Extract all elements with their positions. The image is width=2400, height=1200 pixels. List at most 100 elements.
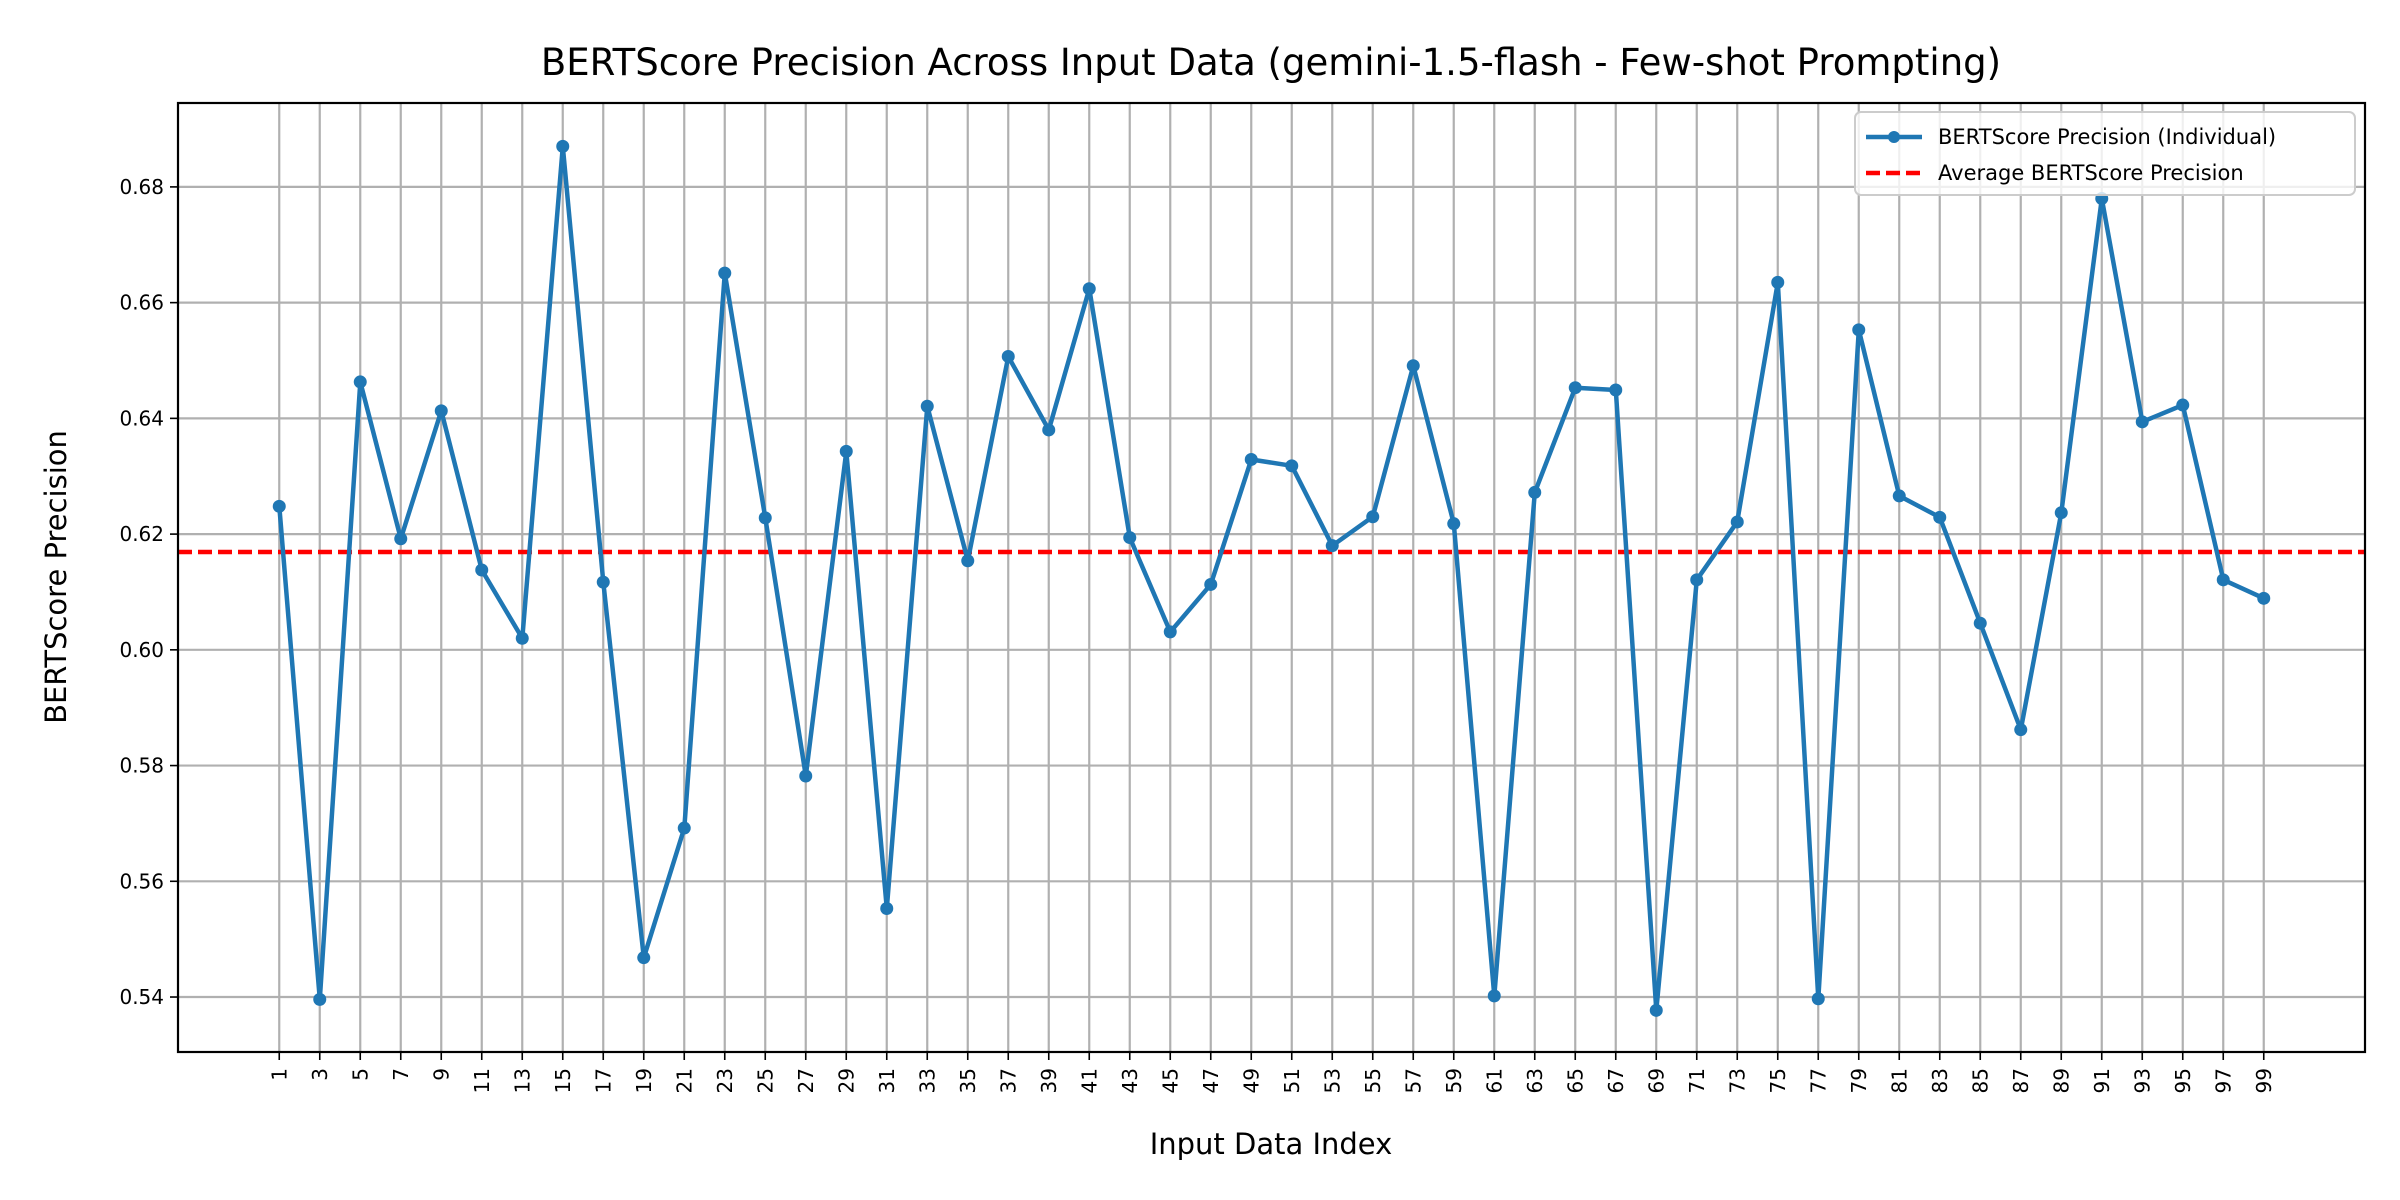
x-tick-label: 57 [1401, 1068, 1425, 1093]
data-point [515, 631, 529, 645]
grid-lines [178, 103, 2365, 1052]
data-point [353, 375, 367, 389]
y-tick-label: 0.62 [119, 522, 164, 546]
x-tick-label: 65 [1563, 1068, 1587, 1093]
x-tick-label: 99 [2252, 1068, 2276, 1093]
y-tick-label: 0.60 [119, 638, 164, 662]
x-tick-label: 83 [1928, 1068, 1952, 1093]
x-tick-label: 5 [348, 1068, 372, 1081]
y-tick-label: 0.68 [119, 175, 164, 199]
x-tick-label: 63 [1523, 1068, 1547, 1093]
data-point [2135, 415, 2149, 429]
y-tick-label: 0.58 [119, 754, 164, 778]
legend-individual-label: BERTScore Precision (Individual) [1938, 125, 2276, 149]
x-tick-label: 15 [551, 1068, 575, 1093]
data-point [1204, 577, 1218, 591]
data-point [1771, 275, 1785, 289]
x-tick-label: 37 [996, 1068, 1020, 1093]
data-point [1933, 510, 1947, 524]
x-tick-label: 59 [1442, 1068, 1466, 1093]
x-tick-label: 31 [875, 1068, 899, 1093]
x-tick-label: 61 [1482, 1068, 1506, 1093]
x-tick-label: 17 [591, 1068, 615, 1093]
x-axis-label: Input Data Index [1150, 1127, 1393, 1161]
x-tick-label: 49 [1239, 1068, 1263, 1093]
x-tick-label: 29 [834, 1068, 858, 1093]
x-tick-label: 73 [1725, 1068, 1749, 1093]
data-point [1973, 616, 1987, 630]
x-tick-label: 7 [389, 1068, 413, 1081]
y-tick-label: 0.56 [119, 869, 164, 893]
x-tick-label: 81 [1887, 1068, 1911, 1093]
data-point [1568, 381, 1582, 395]
data-point [1406, 359, 1420, 373]
x-tick-label: 21 [672, 1068, 696, 1093]
data-point [839, 444, 853, 458]
data-point [1082, 282, 1096, 296]
legend: BERTScore Precision (Individual) Average… [1854, 111, 2356, 196]
data-point [2054, 506, 2068, 520]
data-point [475, 563, 489, 577]
data-point [637, 951, 651, 965]
data-point [272, 499, 286, 513]
x-tick-label: 11 [470, 1068, 494, 1093]
x-tick-label: 41 [1077, 1068, 1101, 1093]
data-point [1852, 323, 1866, 337]
x-tick-label: 3 [308, 1068, 332, 1081]
data-point [1163, 625, 1177, 639]
x-tick-label: 67 [1604, 1068, 1628, 1093]
y-tick-label: 0.64 [119, 406, 164, 430]
x-tick-label: 69 [1644, 1068, 1668, 1093]
data-point [1042, 423, 1056, 437]
x-tick-label: 47 [1199, 1068, 1223, 1093]
data-point [1649, 1003, 1663, 1017]
x-tick-label: 93 [2130, 1068, 2154, 1093]
data-point [1811, 992, 1825, 1006]
legend-box [1854, 111, 2356, 196]
data-point [880, 901, 894, 915]
data-point [1244, 452, 1258, 466]
data-point [1123, 531, 1137, 545]
data-point [1366, 510, 1380, 524]
data-point [2216, 573, 2230, 587]
x-tick-label: 19 [632, 1068, 656, 1093]
x-tick-label: 43 [1118, 1068, 1142, 1093]
data-point [2257, 591, 2271, 605]
x-tick-label: 33 [915, 1068, 939, 1093]
x-tick-label: 35 [956, 1068, 980, 1093]
plot-frame [176, 101, 2367, 1054]
x-tick-label: 13 [510, 1068, 534, 1093]
data-point [758, 511, 772, 525]
data-point [1001, 349, 1015, 363]
legend-average-label: Average BERTScore Precision [1938, 161, 2244, 185]
x-tick-label: 53 [1320, 1068, 1344, 1093]
data-point [1285, 459, 1299, 473]
series-line-individual [277, 144, 2265, 1013]
x-tick-label: 45 [1158, 1068, 1182, 1093]
x-tick-label: 85 [1968, 1068, 1992, 1093]
data-point [1325, 539, 1339, 553]
x-tick-label: 95 [2171, 1068, 2195, 1093]
x-tick-label: 25 [753, 1068, 777, 1093]
y-tick-label: 0.66 [119, 291, 164, 315]
x-tick-label: 9 [429, 1068, 453, 1081]
data-point [1690, 573, 1704, 587]
data-point [718, 266, 732, 280]
x-tick-label: 51 [1280, 1068, 1304, 1093]
y-tick-label: 0.54 [119, 985, 164, 1009]
x-tick-label: 1 [267, 1068, 291, 1081]
x-tick-label: 89 [2049, 1068, 2073, 1093]
data-point [1730, 515, 1744, 529]
axis-ticks: 1 3 5 7 9 11 13 15 17 19 21 23 25 27 29 31 33 35 37 39 41 43 4… [119, 175, 2275, 1094]
data-point [2176, 398, 2190, 412]
series-layer [272, 139, 2271, 1017]
data-point [677, 821, 691, 835]
data-point [1609, 383, 1623, 397]
x-tick-label: 55 [1361, 1068, 1385, 1093]
x-tick-label: 71 [1685, 1068, 1709, 1093]
x-tick-label: 27 [794, 1068, 818, 1093]
x-tick-label: 79 [1847, 1068, 1871, 1093]
chart-title: BERTScore Precision Across Input Data (g… [541, 41, 2001, 84]
data-point [799, 769, 813, 783]
